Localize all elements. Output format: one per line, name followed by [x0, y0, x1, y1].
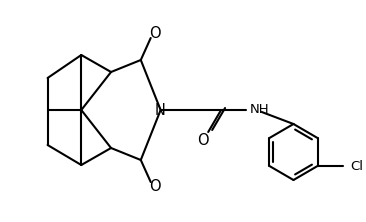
Text: O: O: [149, 178, 160, 194]
Text: O: O: [149, 26, 160, 42]
Text: N: N: [154, 103, 165, 117]
Text: O: O: [197, 133, 209, 147]
Text: NH: NH: [250, 103, 269, 115]
Text: Cl: Cl: [350, 159, 363, 172]
